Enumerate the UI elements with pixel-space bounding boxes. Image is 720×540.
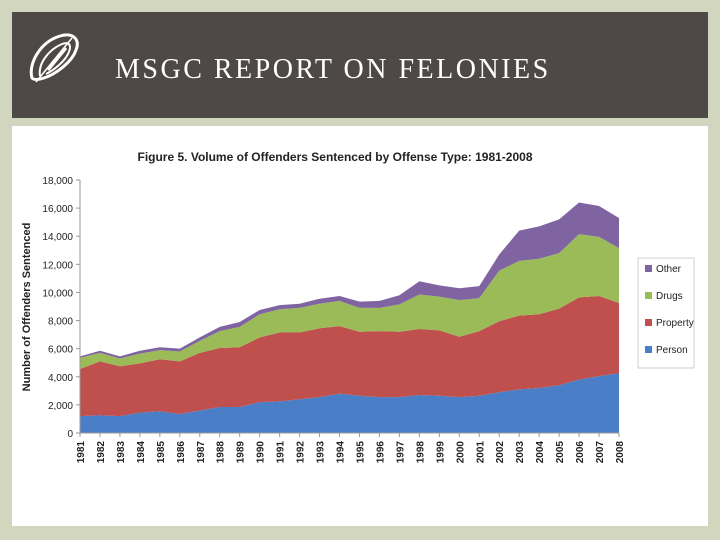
x-tick-label: 1984: [136, 441, 147, 464]
y-tick-label: 8,000: [48, 317, 73, 328]
x-tick-label: 1994: [336, 441, 347, 464]
x-tick-label: 2007: [595, 441, 606, 464]
x-tick-label: 1981: [76, 441, 87, 464]
x-tick-label: 2006: [575, 441, 586, 464]
area-other: [80, 202, 619, 359]
x-tick-label: 1983: [116, 441, 127, 464]
x-tick-label: 1993: [316, 441, 327, 464]
legend-swatch-other: [645, 265, 652, 272]
y-tick-label: 18,000: [42, 176, 73, 187]
x-tick-label: 1985: [156, 441, 167, 464]
y-tick-label: 16,000: [42, 204, 73, 215]
x-tick-label: 2004: [535, 441, 546, 464]
x-tick-label: 1999: [435, 441, 446, 464]
area-drugs: [80, 234, 619, 370]
y-tick-label: 4,000: [48, 373, 73, 384]
x-tick-label: 2008: [615, 441, 626, 464]
x-tick-label: 1986: [176, 441, 187, 464]
legend-label-drugs: Drugs: [656, 291, 683, 302]
legend-swatch-person: [645, 346, 652, 353]
x-tick-label: 2001: [475, 441, 486, 464]
x-tick-label: 1991: [276, 441, 287, 464]
legend-swatch-drugs: [645, 292, 652, 299]
legend-label-property: Property: [656, 318, 694, 329]
slide-header: [12, 12, 708, 118]
x-tick-label: 2002: [495, 441, 506, 464]
chart-card: Figure 5. Volume of Offenders Sentenced …: [21, 136, 698, 492]
x-tick-label: 1998: [415, 441, 426, 464]
y-tick-label: 0: [67, 429, 73, 440]
x-tick-label: 1988: [216, 441, 227, 464]
y-tick-label: 10,000: [42, 288, 73, 299]
y-tick-label: 2,000: [48, 401, 73, 412]
area-person: [80, 373, 619, 433]
y-axis-label: Number of Offenders Sentenced: [22, 223, 33, 392]
x-tick-label: 1989: [236, 441, 247, 464]
y-tick-label: 14,000: [42, 232, 73, 243]
x-tick-label: 1990: [256, 441, 267, 464]
area-chart: Figure 5. Volume of Offenders Sentenced …: [21, 150, 695, 464]
legend-label-other: Other: [656, 264, 682, 275]
x-tick-label: 1997: [395, 441, 406, 464]
legend-swatch-property: [645, 319, 652, 326]
area-property: [80, 295, 619, 417]
x-tick-label: 1982: [96, 441, 107, 464]
y-tick-label: 12,000: [42, 260, 73, 271]
x-tick-label: 1987: [196, 441, 207, 464]
legend-label-person: Person: [656, 345, 688, 356]
x-tick-label: 2000: [455, 441, 466, 464]
chart-title: Figure 5. Volume of Offenders Sentenced …: [137, 150, 532, 164]
x-tick-label: 2003: [515, 441, 526, 464]
y-tick-label: 6,000: [48, 345, 73, 356]
msgc-logo-icon: [29, 33, 79, 83]
x-tick-label: 1996: [375, 441, 386, 464]
x-tick-label: 1995: [355, 441, 366, 464]
x-tick-label: 1992: [296, 441, 307, 464]
x-tick-label: 2005: [555, 441, 566, 464]
page-title: MSGC REPORT ON FELONIES: [115, 54, 551, 85]
